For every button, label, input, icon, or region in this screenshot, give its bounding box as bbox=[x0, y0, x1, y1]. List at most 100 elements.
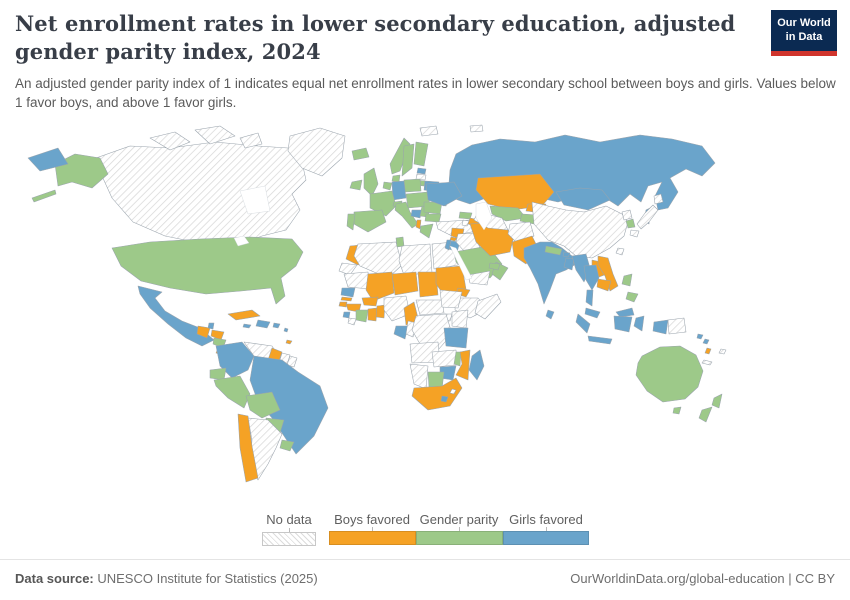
country-china[interactable] bbox=[531, 201, 629, 259]
country-cambodia[interactable] bbox=[596, 278, 612, 292]
country-north-korea[interactable] bbox=[621, 209, 633, 221]
country-bangladesh[interactable] bbox=[563, 257, 575, 271]
country-java[interactable] bbox=[587, 335, 613, 345]
country-ghana[interactable] bbox=[367, 307, 378, 322]
country-cyprus[interactable] bbox=[449, 236, 458, 242]
country-bosnia[interactable] bbox=[410, 209, 423, 219]
country-japan-honshu[interactable] bbox=[636, 204, 659, 230]
country-poland[interactable] bbox=[403, 178, 422, 193]
country-papua-new-guinea[interactable] bbox=[667, 317, 687, 335]
country-nepal[interactable] bbox=[544, 245, 563, 256]
country-cuba[interactable] bbox=[227, 309, 261, 321]
country-india[interactable] bbox=[523, 241, 577, 305]
country-car[interactable] bbox=[415, 299, 445, 316]
country-somalia[interactable] bbox=[474, 293, 502, 320]
country-portugal[interactable] bbox=[346, 213, 356, 231]
country-alaska[interactable] bbox=[54, 153, 109, 189]
country-vanuatu[interactable] bbox=[704, 347, 712, 355]
country-cote-divoire[interactable] bbox=[355, 309, 369, 323]
country-nz-north[interactable] bbox=[711, 393, 723, 409]
country-sulawesi[interactable] bbox=[633, 315, 645, 332]
country-luzon[interactable] bbox=[621, 273, 633, 287]
country-fiji[interactable] bbox=[718, 348, 727, 355]
country-japan-kyushu[interactable] bbox=[629, 229, 640, 238]
country-malawi[interactable] bbox=[453, 351, 462, 367]
country-solomon-islands[interactable] bbox=[696, 333, 704, 340]
country-mozambique[interactable] bbox=[455, 349, 471, 381]
legend-no-data[interactable]: No data bbox=[262, 512, 316, 546]
country-puerto-rico[interactable] bbox=[272, 322, 281, 329]
country-australia[interactable] bbox=[635, 345, 704, 403]
legend-label-parity[interactable]: Gender parity bbox=[419, 512, 499, 527]
country-sierra-leone[interactable] bbox=[342, 311, 351, 319]
country-niger[interactable] bbox=[391, 271, 419, 296]
country-kalimantan[interactable] bbox=[613, 315, 633, 333]
country-uae[interactable] bbox=[488, 262, 501, 271]
country-tanzania[interactable] bbox=[443, 327, 469, 349]
country-guinea-bissau[interactable] bbox=[338, 301, 348, 308]
country-solomon-islands-2[interactable] bbox=[702, 338, 710, 345]
country-germany[interactable] bbox=[391, 180, 407, 201]
country-libya[interactable] bbox=[398, 243, 433, 276]
country-chile[interactable] bbox=[237, 413, 259, 483]
owid-logo[interactable]: Our World in Data bbox=[771, 10, 837, 56]
country-liberia[interactable] bbox=[347, 317, 357, 326]
country-mindanao[interactable] bbox=[625, 291, 639, 303]
country-sweden[interactable] bbox=[401, 143, 415, 177]
country-tunisia[interactable] bbox=[395, 236, 405, 248]
country-mongolia[interactable] bbox=[555, 187, 611, 211]
country-lesser-antilles[interactable] bbox=[283, 327, 289, 333]
legend-swatch-girls[interactable] bbox=[503, 531, 589, 545]
country-french-guiana[interactable] bbox=[286, 355, 298, 368]
country-thailand[interactable] bbox=[583, 264, 600, 291]
legend-label-boys[interactable]: Boys favored bbox=[334, 512, 410, 527]
country-zambia[interactable] bbox=[431, 349, 458, 368]
country-latvia[interactable] bbox=[415, 173, 427, 181]
country-spain[interactable] bbox=[353, 209, 387, 233]
country-usa[interactable] bbox=[111, 236, 304, 305]
country-arctic-islands[interactable] bbox=[194, 125, 236, 145]
country-finland[interactable] bbox=[413, 141, 429, 167]
country-canada[interactable] bbox=[95, 141, 307, 246]
country-bulgaria[interactable] bbox=[424, 213, 442, 223]
country-ecuador[interactable] bbox=[209, 367, 227, 381]
country-greenland[interactable] bbox=[287, 127, 346, 177]
country-kenya[interactable] bbox=[451, 309, 469, 329]
country-malaysia[interactable] bbox=[584, 307, 601, 319]
country-peru[interactable] bbox=[213, 375, 251, 409]
country-arctic-islands[interactable] bbox=[239, 132, 263, 149]
country-tasmania[interactable] bbox=[672, 406, 682, 415]
country-bolivia[interactable] bbox=[245, 391, 281, 419]
country-south-sudan[interactable] bbox=[439, 289, 463, 309]
country-sumatra[interactable] bbox=[575, 313, 591, 334]
country-yemen[interactable] bbox=[467, 270, 491, 286]
country-belize[interactable] bbox=[207, 322, 215, 330]
legend-no-data-swatch[interactable] bbox=[262, 532, 316, 546]
country-chukotka[interactable] bbox=[27, 147, 69, 172]
country-nigeria[interactable] bbox=[383, 295, 411, 322]
country-south-africa[interactable] bbox=[411, 377, 463, 411]
country-jamaica[interactable] bbox=[242, 323, 252, 329]
country-japan-hokkaido[interactable] bbox=[653, 193, 664, 205]
country-mexico[interactable] bbox=[137, 285, 215, 347]
country-thailand-south[interactable] bbox=[585, 289, 594, 307]
country-sri-lanka[interactable] bbox=[545, 309, 555, 320]
country-greece[interactable] bbox=[419, 223, 434, 239]
country-west-papua[interactable] bbox=[652, 319, 669, 335]
country-iceland[interactable] bbox=[351, 147, 370, 161]
owid-url-link[interactable]: OurWorldinData.org/global-education | CC… bbox=[570, 571, 835, 586]
country-svalbard[interactable] bbox=[419, 125, 439, 137]
legend-label-girls[interactable]: Girls favored bbox=[509, 512, 583, 527]
country-uruguay[interactable] bbox=[279, 439, 295, 452]
country-malaysia-borneo[interactable] bbox=[615, 307, 635, 318]
country-franz-josef[interactable] bbox=[469, 124, 484, 133]
country-nz-south[interactable] bbox=[698, 406, 713, 423]
country-eswatini[interactable] bbox=[449, 388, 457, 395]
country-hispaniola[interactable] bbox=[255, 319, 271, 329]
country-italy[interactable] bbox=[394, 201, 419, 229]
country-ukraine[interactable] bbox=[425, 181, 463, 207]
country-madagascar[interactable] bbox=[468, 349, 485, 381]
country-new-caledonia[interactable] bbox=[701, 359, 713, 366]
country-namibia[interactable] bbox=[409, 363, 429, 390]
country-aleutians[interactable] bbox=[31, 189, 57, 203]
